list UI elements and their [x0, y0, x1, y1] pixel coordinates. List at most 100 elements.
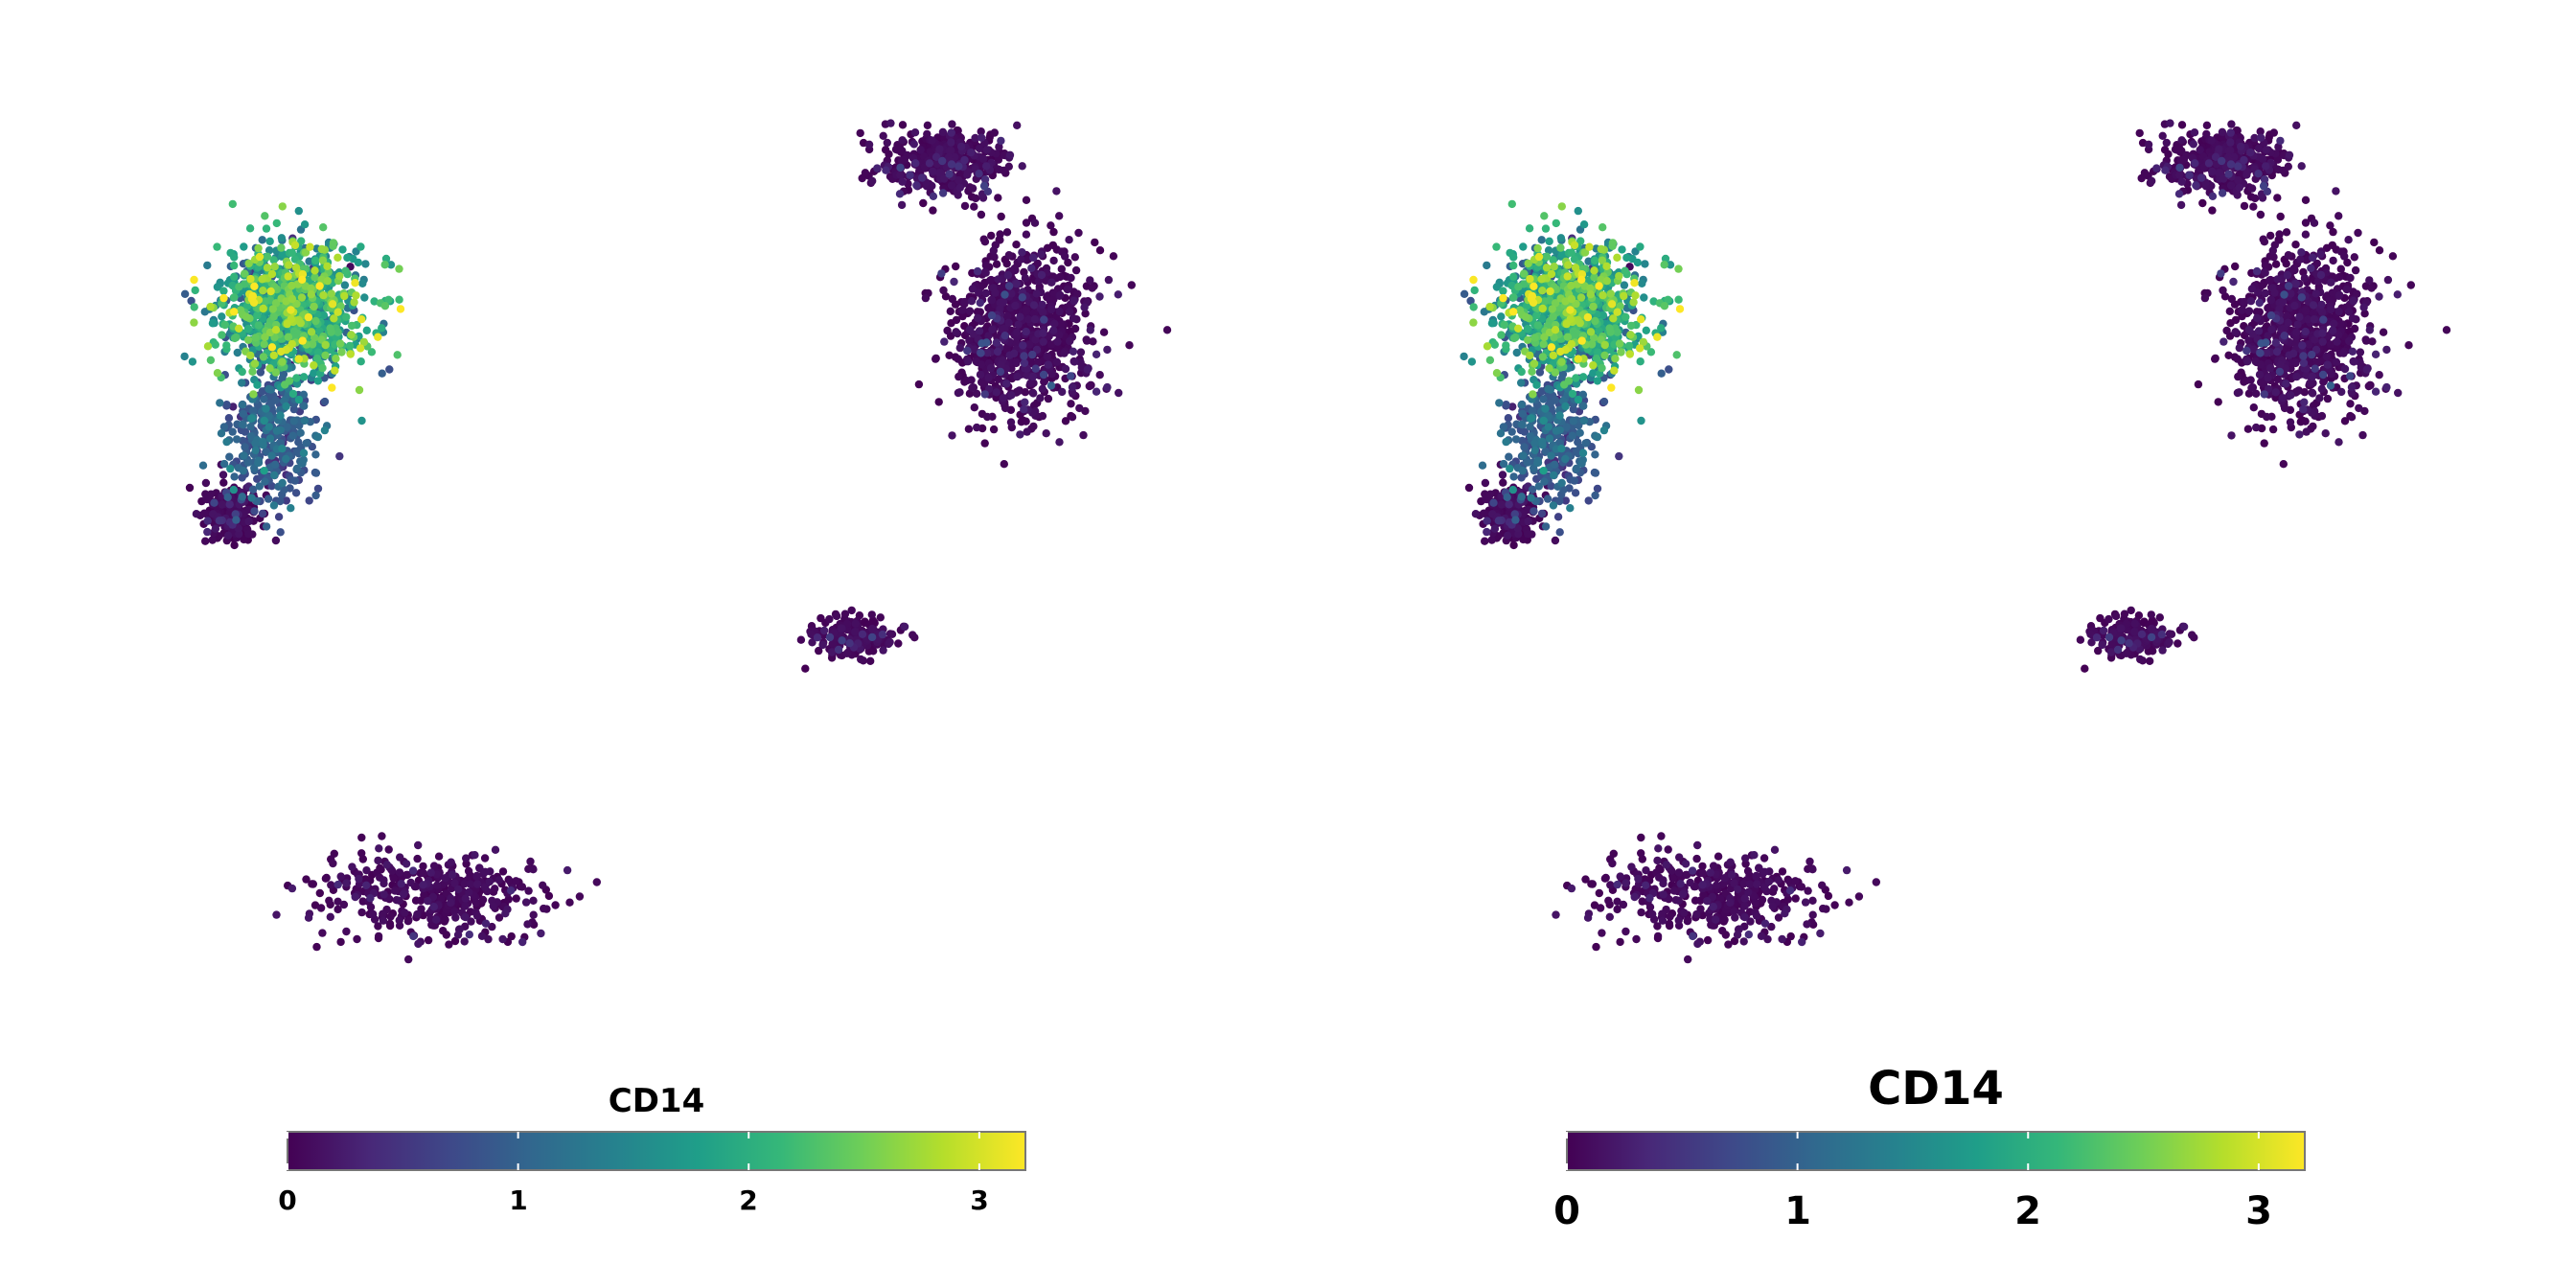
scatter-point — [1086, 326, 1095, 334]
scatter-point — [239, 436, 247, 446]
scatter-point — [1002, 380, 1011, 388]
scatter-point — [2340, 252, 2349, 261]
scatter-point — [963, 171, 972, 179]
scatter-point — [834, 645, 843, 655]
scatter-point — [321, 351, 330, 359]
scatter-point — [238, 367, 246, 377]
scatter-point — [1061, 252, 1070, 261]
scatter-point — [929, 206, 937, 215]
scatter-point — [472, 871, 481, 881]
scatter-point — [2370, 238, 2379, 247]
scatter-point — [343, 253, 352, 263]
scatter-point — [1499, 478, 1507, 487]
colorbar-title-left: CD14 — [609, 1082, 705, 1120]
scatter-point — [1050, 319, 1059, 328]
scatter-point — [413, 909, 422, 919]
scatter-point — [2260, 439, 2268, 448]
scatter-point — [395, 868, 404, 877]
scatter-point — [2266, 275, 2275, 285]
scatter-point — [328, 300, 337, 309]
scatter-point — [956, 142, 966, 151]
scatter-point — [964, 357, 973, 366]
scatter-point — [1581, 875, 1590, 884]
scatter-point — [203, 261, 212, 270]
scatter-point — [262, 224, 271, 233]
scatter-point — [526, 857, 535, 866]
scatter-point — [1666, 912, 1674, 921]
scatter-point — [270, 263, 279, 271]
scatter-point — [1606, 881, 1615, 889]
scatter-point — [243, 324, 253, 334]
scatter-point — [260, 467, 268, 475]
scatter-point — [867, 624, 877, 633]
scatter-point — [1086, 276, 1094, 285]
scatter-point — [2146, 656, 2154, 665]
scatter-point — [900, 622, 909, 632]
scatter-point — [1830, 901, 1839, 909]
scatter-point — [1061, 417, 1070, 426]
scatter-point — [2346, 400, 2355, 408]
scatter-point — [288, 248, 296, 257]
scatter-point — [334, 897, 342, 906]
colorbar-gradient-left — [287, 1131, 1026, 1171]
scatter-point — [1046, 381, 1056, 390]
scatter-point — [246, 351, 255, 360]
scatter-point — [945, 170, 954, 178]
scatter-point — [272, 426, 282, 435]
scatter-point — [1065, 236, 1073, 244]
scatter-point — [1020, 405, 1028, 414]
scatter-point — [347, 331, 356, 339]
scatter-point — [1071, 265, 1081, 275]
scatter-point — [916, 146, 925, 154]
scatter-point — [206, 490, 216, 498]
scatter-point — [973, 423, 981, 432]
scatter-point — [1608, 859, 1617, 868]
scatter-point — [268, 305, 277, 313]
scatter-point — [226, 464, 235, 473]
scatter-point — [954, 372, 963, 381]
scatter-point — [1003, 311, 1012, 320]
scatter-point — [994, 194, 1002, 202]
scatter-point — [991, 288, 1000, 297]
scatter-point — [886, 630, 895, 638]
scatter-point — [288, 294, 297, 304]
scatter-point — [340, 291, 349, 301]
scatter-point — [524, 886, 533, 895]
scatter-point — [1012, 358, 1021, 367]
scatter-point — [222, 437, 231, 447]
scatter-point — [291, 489, 301, 497]
scatter-point — [960, 155, 969, 165]
scatter-point — [1724, 940, 1733, 949]
scatter-point — [2256, 210, 2266, 219]
scatter-point — [244, 517, 253, 526]
scatter-point — [529, 896, 538, 905]
scatter-point — [332, 355, 340, 363]
scatter-point — [523, 920, 532, 929]
scatter-point — [254, 321, 264, 330]
scatter-point — [2282, 228, 2291, 237]
scatter-point — [1018, 162, 1026, 171]
scatter-point — [2219, 286, 2227, 295]
scatter-point — [2211, 355, 2220, 363]
scatter-point — [285, 261, 293, 269]
scatter-point — [441, 915, 449, 924]
scatter-point — [219, 459, 229, 469]
scatter-point — [1046, 221, 1055, 230]
scatter-point — [306, 242, 314, 251]
scatter-point — [938, 127, 948, 136]
scatter-point — [964, 425, 974, 433]
scatter-point — [1114, 290, 1123, 299]
scatter-point — [288, 431, 297, 440]
scatter-point — [311, 469, 321, 477]
scatter-point — [404, 954, 413, 964]
scatter-point — [873, 164, 882, 172]
scatter-point — [796, 635, 806, 644]
scatter-point — [313, 484, 323, 494]
scatter-point — [334, 905, 342, 914]
scatter-point — [269, 351, 278, 359]
scatter-point — [461, 912, 470, 922]
scatter-point — [235, 283, 243, 291]
scatter-point — [1067, 273, 1075, 283]
scatter-point — [847, 606, 856, 615]
scatter-point — [906, 171, 914, 179]
